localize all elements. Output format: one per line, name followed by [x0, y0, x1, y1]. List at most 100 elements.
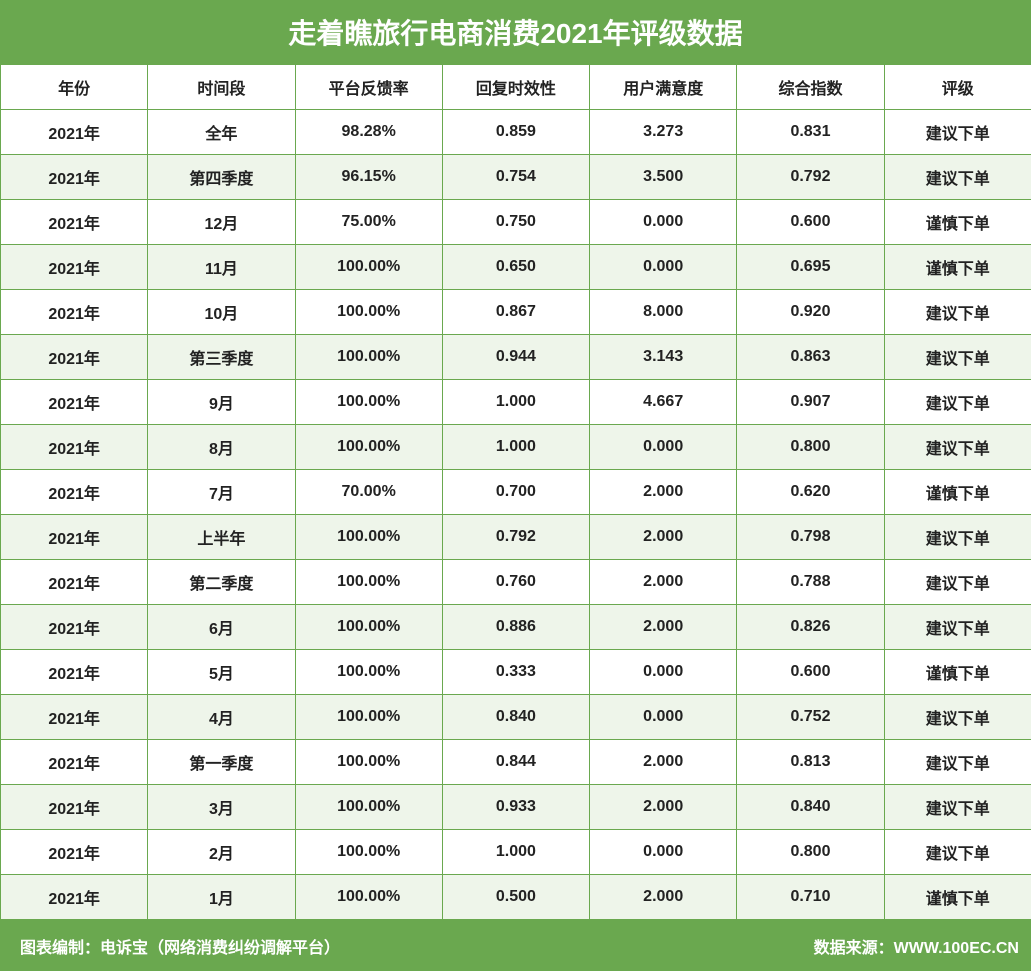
table-row: 2021年 第四季度 96.15% 0.754 3.500 0.792 建议下单: [0, 154, 1031, 201]
table-row: 2021年 9月 100.00% 1.000 4.667 0.907 建议下单: [0, 379, 1031, 426]
table-cell: 100.00%: [294, 874, 443, 921]
table-cell: 0.752: [736, 694, 885, 741]
table-cell: 2.000: [589, 784, 738, 831]
table-cell: 2021年: [0, 784, 149, 831]
table-cell: 0.944: [441, 334, 591, 381]
table-cell: 0.800: [736, 829, 885, 876]
table-cell: 3.143: [589, 334, 738, 381]
column-header: 评级: [883, 64, 1031, 111]
column-header: 时间段: [147, 64, 296, 111]
table-cell: 3月: [147, 784, 296, 831]
table-row: 2021年 5月 100.00% 0.333 0.000 0.600 谨慎下单: [0, 649, 1031, 696]
table-cell: 2021年: [0, 289, 149, 336]
column-header: 综合指数: [736, 64, 885, 111]
table-cell: 0.000: [589, 649, 738, 696]
table-cell: 0.000: [589, 829, 738, 876]
table-cell: 建议下单: [883, 604, 1031, 651]
table-cell: 100.00%: [294, 244, 443, 291]
table-cell: 2021年: [0, 334, 149, 381]
table-cell: 0.792: [441, 514, 591, 561]
table-cell: 建议下单: [883, 694, 1031, 741]
table-cell: 0.844: [441, 739, 591, 786]
table-cell: 100.00%: [294, 829, 443, 876]
column-header: 年份: [0, 64, 149, 111]
table-cell: 100.00%: [294, 604, 443, 651]
table-cell: 0.800: [736, 424, 885, 471]
table-cell: 0.750: [441, 199, 591, 246]
table-cell: 建议下单: [883, 559, 1031, 606]
rating-table: 年份 时间段 平台反馈率 回复时效性 用户满意度 综合指数 评级 2021年 全年 98.28%…: [0, 64, 1031, 921]
table-cell: 2月: [147, 829, 296, 876]
table-cell: 第四季度: [147, 154, 296, 201]
table-cell: 2021年: [0, 244, 149, 291]
table-cell: 0.754: [441, 154, 591, 201]
table-cell: 0.907: [736, 379, 885, 426]
table-cell: 1.000: [441, 424, 591, 471]
table-cell: 98.28%: [294, 109, 443, 156]
table-cell: 2.000: [589, 469, 738, 516]
page-title: 走着瞧旅行电商消费2021年评级数据: [0, 0, 1031, 65]
table-cell: 0.886: [441, 604, 591, 651]
table-cell: 0.813: [736, 739, 885, 786]
table-cell: 5月: [147, 649, 296, 696]
table-cell: 2.000: [589, 514, 738, 561]
table-cell: 0.867: [441, 289, 591, 336]
table-cell: 2021年: [0, 649, 149, 696]
table-cell: 3.500: [589, 154, 738, 201]
table-row: 2021年 3月 100.00% 0.933 2.000 0.840 建议下单: [0, 784, 1031, 831]
table-cell: 2021年: [0, 199, 149, 246]
table-row: 2021年 上半年 100.00% 0.792 2.000 0.798 建议下单: [0, 514, 1031, 561]
table-cell: 1.000: [441, 379, 591, 426]
table-cell: 建议下单: [883, 424, 1031, 471]
footer-bar: 图表编制：电诉宝（网络消费纠纷调解平台） 数据来源：WWW.100EC.CN: [0, 920, 1031, 971]
table-cell: 75.00%: [294, 199, 443, 246]
table-cell: 0.933: [441, 784, 591, 831]
table-cell: 100.00%: [294, 289, 443, 336]
table-cell: 2021年: [0, 559, 149, 606]
table-cell: 0.859: [441, 109, 591, 156]
table-row: 2021年 12月 75.00% 0.750 0.000 0.600 谨慎下单: [0, 199, 1031, 246]
column-header: 平台反馈率: [294, 64, 443, 111]
table-row: 2021年 全年 98.28% 0.859 3.273 0.831 建议下单: [0, 109, 1031, 156]
table-cell: 100.00%: [294, 424, 443, 471]
table-cell: 0.840: [736, 784, 885, 831]
table-cell: 2021年: [0, 874, 149, 921]
table-cell: 100.00%: [294, 514, 443, 561]
table-cell: 4.667: [589, 379, 738, 426]
table-row: 2021年 第三季度 100.00% 0.944 3.143 0.863 建议下单: [0, 334, 1031, 381]
table-cell: 4月: [147, 694, 296, 741]
table-cell: 2021年: [0, 109, 149, 156]
table-cell: 谨慎下单: [883, 649, 1031, 696]
table-cell: 9月: [147, 379, 296, 426]
table-cell: 建议下单: [883, 829, 1031, 876]
table-cell: 100.00%: [294, 334, 443, 381]
table-row: 2021年 第二季度 100.00% 0.760 2.000 0.788 建议下单: [0, 559, 1031, 606]
table-cell: 建议下单: [883, 334, 1031, 381]
table-cell: 0.650: [441, 244, 591, 291]
table-cell: 100.00%: [294, 694, 443, 741]
table-cell: 建议下单: [883, 154, 1031, 201]
table-cell: 2.000: [589, 874, 738, 921]
table-cell: 0.000: [589, 694, 738, 741]
table-cell: 0.000: [589, 424, 738, 471]
table-cell: 2021年: [0, 379, 149, 426]
footer-credit: 图表编制：电诉宝（网络消费纠纷调解平台）: [20, 939, 341, 957]
table-cell: 2021年: [0, 424, 149, 471]
table-cell: 6月: [147, 604, 296, 651]
table-header-row: 年份 时间段 平台反馈率 回复时效性 用户满意度 综合指数 评级: [0, 64, 1031, 111]
table-row: 2021年 7月 70.00% 0.700 2.000 0.620 谨慎下单: [0, 469, 1031, 516]
table-row: 2021年 6月 100.00% 0.886 2.000 0.826 建议下单: [0, 604, 1031, 651]
table-cell: 建议下单: [883, 514, 1031, 561]
table-cell: 0.000: [589, 199, 738, 246]
table-cell: 建议下单: [883, 109, 1031, 156]
table-cell: 0.710: [736, 874, 885, 921]
table-cell: 0.500: [441, 874, 591, 921]
table-cell: 第二季度: [147, 559, 296, 606]
table-cell: 0.792: [736, 154, 885, 201]
table-cell: 2021年: [0, 469, 149, 516]
table-cell: 96.15%: [294, 154, 443, 201]
table-cell: 第三季度: [147, 334, 296, 381]
table-cell: 0.695: [736, 244, 885, 291]
table-cell: 2021年: [0, 604, 149, 651]
